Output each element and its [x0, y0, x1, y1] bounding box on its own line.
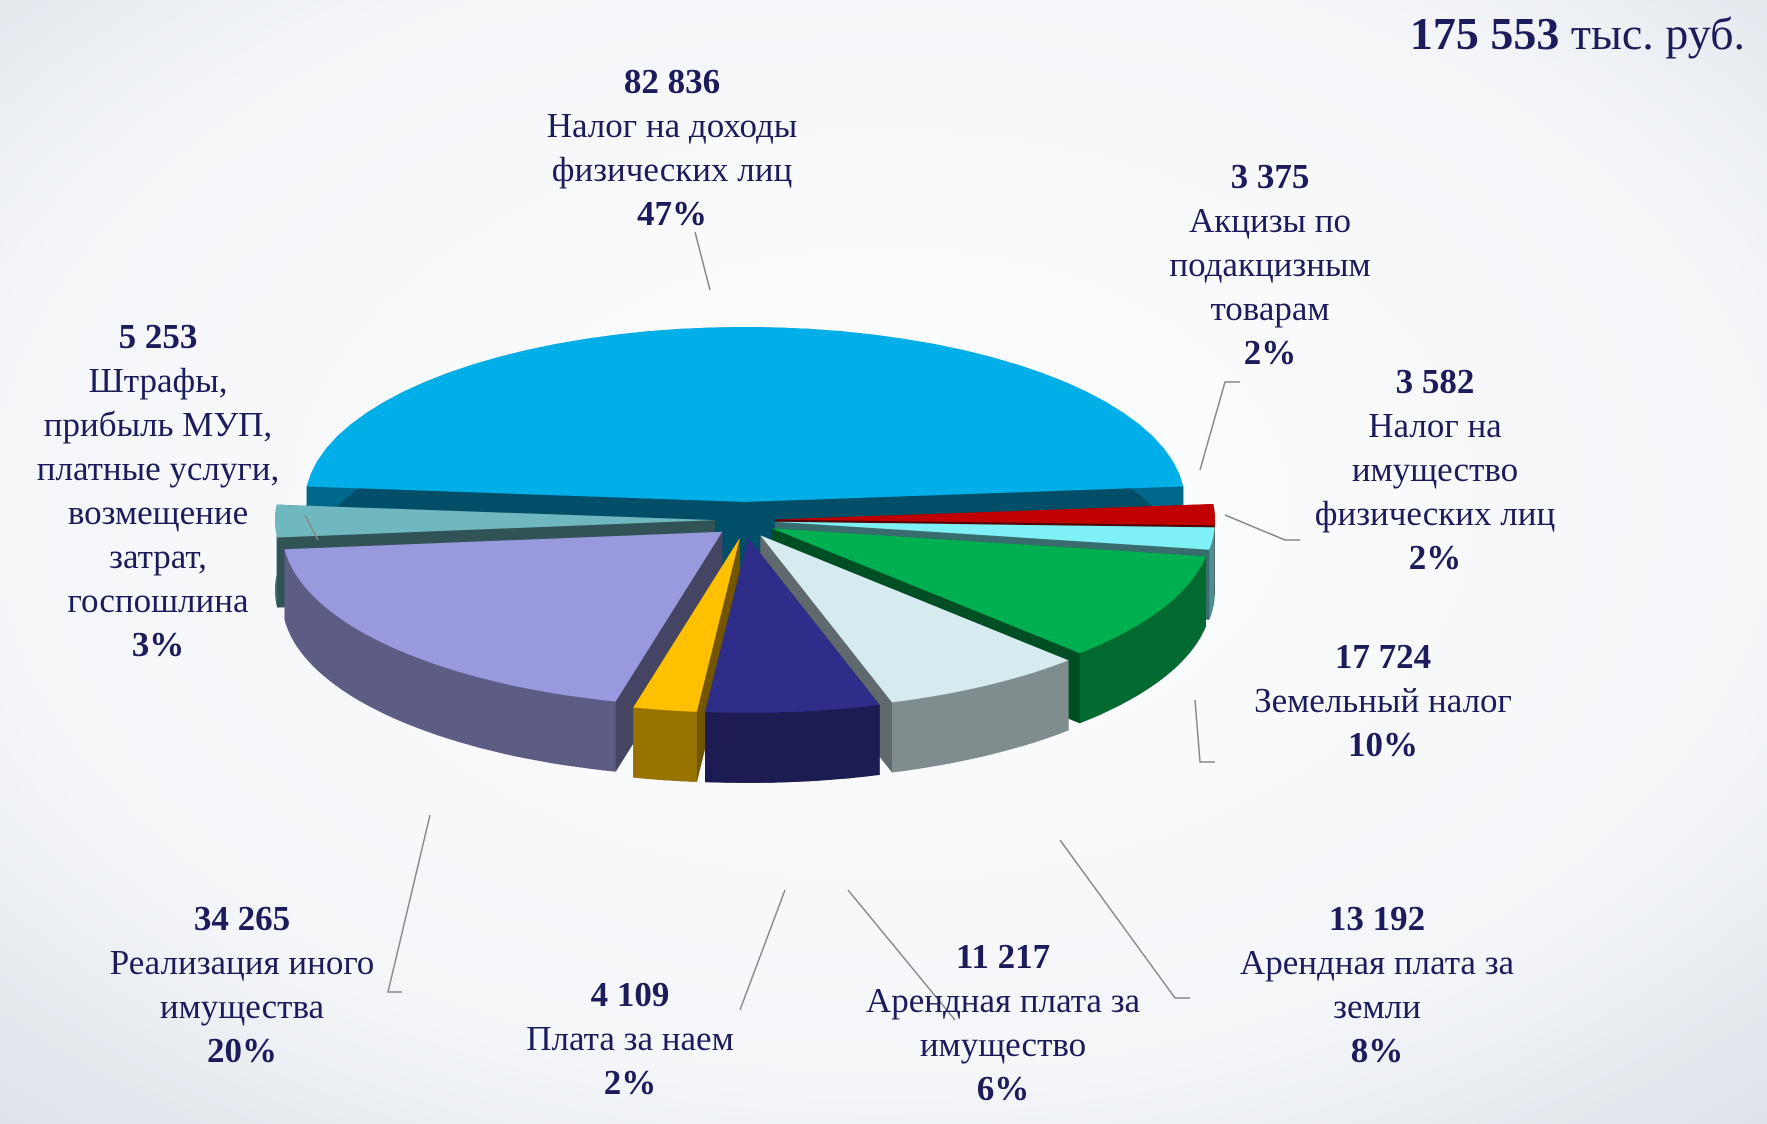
leader-line: [1059, 839, 1190, 999]
slice-side: [1079, 556, 1206, 724]
percent-label: 47%: [637, 194, 707, 233]
leader-line: [1199, 381, 1240, 471]
slice-label: Акцизы по: [1189, 201, 1351, 240]
slice-label: Реализация иного: [110, 943, 375, 982]
leader-line: [847, 889, 956, 1021]
slice-label: Штрафы,: [88, 361, 227, 400]
slice-label: Арендная плата за: [866, 981, 1141, 1020]
slice-label: платные услуги,: [37, 449, 280, 488]
slice-label: земли: [1333, 987, 1421, 1026]
percent-label: 10%: [1348, 725, 1418, 764]
slice-label: возмещение: [68, 493, 248, 532]
slice: [306, 327, 1184, 502]
chart-title: 175 553 тыс. руб.: [1410, 8, 1745, 59]
slice-side: [1209, 527, 1215, 620]
slice: [284, 531, 723, 702]
slice: [771, 528, 1206, 654]
slice: [775, 504, 1215, 526]
slice-label: Налог на доходы: [547, 106, 798, 145]
leader-line: [1224, 514, 1300, 541]
slice-label: затрат,: [109, 537, 207, 576]
value-label: 13 192: [1329, 899, 1425, 938]
leader-line: [304, 514, 319, 541]
slice-label: физических лиц: [552, 150, 792, 189]
slice: [760, 535, 1069, 703]
slice: [275, 504, 715, 538]
percent-label: 20%: [207, 1031, 277, 1070]
leader-line: [694, 231, 711, 291]
value-label: 5 253: [119, 317, 198, 356]
slice-side: [633, 707, 697, 782]
value-label: 82 836: [624, 62, 720, 101]
leader-line: [1194, 699, 1215, 763]
slice-label: имущество: [1352, 450, 1518, 489]
percent-label: 2%: [1244, 333, 1297, 372]
value-label: 3 375: [1231, 157, 1310, 196]
slice: [774, 521, 1215, 550]
leader-line: [739, 889, 786, 1011]
slice-side: [892, 660, 1069, 773]
slice-label: имущества: [160, 987, 325, 1026]
percent-label: 2%: [604, 1063, 657, 1102]
slice-label: Арендная плата за: [1240, 943, 1515, 982]
percent-label: 8%: [1351, 1031, 1404, 1070]
percent-label: 2%: [1409, 538, 1462, 577]
slice-side: [705, 704, 880, 783]
unit: тыс. руб.: [1571, 8, 1745, 59]
total: 175 553: [1410, 8, 1560, 59]
slice: [633, 537, 740, 712]
slice-side: [284, 549, 616, 772]
value-label: 4 109: [591, 975, 670, 1014]
slice-label: физических лиц: [1315, 494, 1555, 533]
slice-label: госпошлина: [67, 581, 248, 620]
slice-label: имущество: [920, 1025, 1086, 1064]
slice-label: Налог на: [1368, 406, 1502, 445]
slice: [705, 537, 880, 713]
leader-line: [387, 814, 431, 993]
percent-label: 6%: [977, 1069, 1030, 1108]
slice-label: подакцизным: [1169, 245, 1370, 284]
value-label: 34 265: [194, 899, 290, 938]
slice-label: товарам: [1210, 289, 1329, 328]
slice-label: Земельный налог: [1254, 681, 1512, 720]
slice-label: Плата за наем: [526, 1019, 733, 1058]
value-label: 17 724: [1335, 637, 1431, 676]
value-label: 11 217: [956, 937, 1050, 976]
value-label: 3 582: [1396, 362, 1475, 401]
percent-label: 3%: [132, 625, 185, 664]
slice-label: прибыль МУП,: [44, 405, 272, 444]
